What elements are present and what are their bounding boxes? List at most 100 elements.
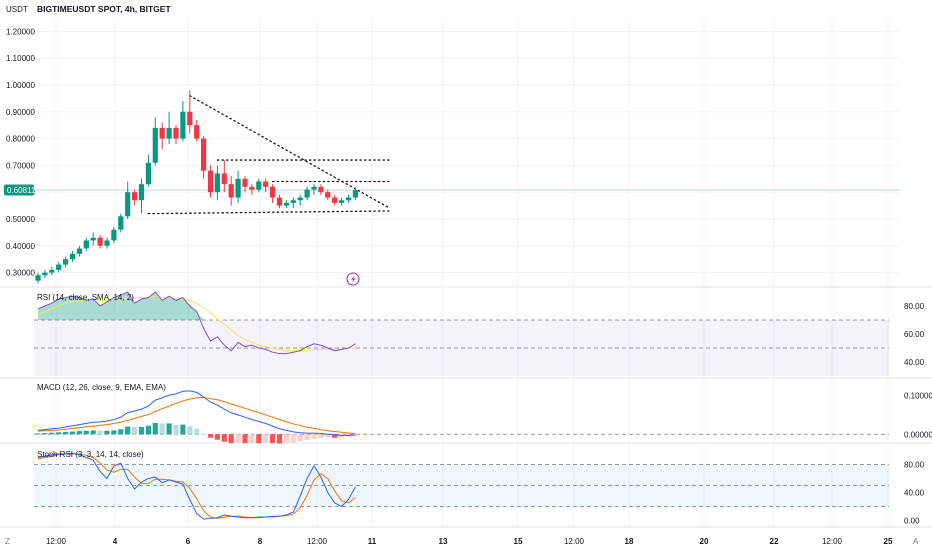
macd-histogram-bar xyxy=(249,434,255,444)
macd-histogram-bar xyxy=(242,434,248,444)
chart-title: BIGTIMEUSDT SPOT, 4h, BITGET xyxy=(37,4,171,14)
price-pane[interactable]: 1.20000 1.10000 1.00000 0.90000 0.80000 0.700… xyxy=(4,27,900,286)
candle-body xyxy=(97,237,103,246)
price-tick-label: 1.00000 xyxy=(6,81,35,90)
macd-pane[interactable]: 0.10000 0.00000 MACD (12, 26, close, 9, E… xyxy=(34,383,932,444)
candle-body xyxy=(221,173,227,185)
candle-body xyxy=(138,184,145,201)
rsi-tick-label: 40.00 xyxy=(904,358,925,367)
macd-histogram-bar xyxy=(125,426,131,435)
rsi-axis: 80.00 60.00 40.00 xyxy=(904,302,925,367)
stoch-rsi-label[interactable]: Stoch RSI (3, 3, 14, 14, close) xyxy=(37,450,144,459)
time-tick-label: 25 xyxy=(884,537,893,546)
macd-line xyxy=(37,390,356,436)
rsi-pane[interactable]: 80.00 60.00 40.00 RSI (14, close, SMA, 14,… xyxy=(34,291,925,376)
candle-body xyxy=(345,197,352,201)
candle-body xyxy=(214,173,220,193)
rsi-tick-label: 60.00 xyxy=(904,330,925,339)
macd-histogram-bar xyxy=(201,433,207,435)
candle-body xyxy=(111,229,117,241)
trendlines[interactable] xyxy=(147,95,391,215)
rsi-line xyxy=(37,291,356,355)
macd-histogram-bar xyxy=(111,430,117,435)
candle-body xyxy=(339,200,345,203)
candle-body xyxy=(276,197,283,206)
auto-scale-button[interactable]: A xyxy=(913,537,919,546)
macd-histogram-bar xyxy=(173,424,179,435)
price-tick-label: 1.10000 xyxy=(6,54,35,63)
macd-histogram-bar xyxy=(235,434,241,444)
time-tick-label: 18 xyxy=(625,537,634,546)
stoch-k-line xyxy=(37,452,356,520)
candle-body xyxy=(290,200,296,203)
macd-histogram-bar xyxy=(145,425,151,435)
macd-histogram-bar xyxy=(187,426,193,435)
candle-body xyxy=(242,178,248,187)
time-tick-label: 12:00 xyxy=(822,537,843,546)
candle-body xyxy=(173,127,179,139)
macd-tick-label: 0.00000 xyxy=(904,430,932,439)
macd-histogram-bar xyxy=(83,430,89,435)
candle-body xyxy=(118,216,124,230)
macd-histogram-bar xyxy=(49,432,55,435)
candle-body xyxy=(132,192,138,201)
candle-body xyxy=(304,189,310,198)
macd-histogram-bar xyxy=(270,434,276,444)
macd-label[interactable]: MACD (12, 26, close, 9, EMA, EMA) xyxy=(37,383,166,392)
candle-body xyxy=(201,138,207,171)
time-tick-label: 20 xyxy=(700,537,709,546)
macd-histogram-bar xyxy=(263,434,269,443)
candle-body xyxy=(187,111,193,126)
lightning-icon[interactable] xyxy=(346,272,360,286)
candle-body xyxy=(159,127,165,139)
candle-body xyxy=(352,190,358,198)
candle-body xyxy=(283,202,289,206)
timezone-button[interactable]: Z xyxy=(5,537,10,546)
macd-histogram-bar xyxy=(318,434,324,439)
time-tick-label: 4 xyxy=(113,537,118,546)
macd-histogram-bar xyxy=(159,423,165,435)
time-tick-label: 8 xyxy=(258,537,263,546)
time-axis[interactable]: 12:00 4 6 8 12:00 11 13 15 12:00 18 20 22 12:00 25 xyxy=(46,537,893,546)
stoch-tick-label: 40.00 xyxy=(904,489,925,498)
macd-histogram-bar xyxy=(152,423,158,435)
time-tick-label: 11 xyxy=(368,537,377,546)
candle-body xyxy=(42,272,48,276)
macd-histogram-bar xyxy=(283,434,289,443)
rsi-label[interactable]: RSI (14, close, SMA, 14, 2) xyxy=(37,293,134,302)
trendline-range-lower xyxy=(147,210,391,215)
macd-histogram-bar xyxy=(42,433,48,435)
macd-histogram-bar xyxy=(166,423,172,435)
macd-histogram-bar xyxy=(56,432,62,435)
price-axis[interactable]: 1.20000 1.10000 1.00000 0.90000 0.80000 0.700… xyxy=(6,27,35,277)
time-tick-label: 22 xyxy=(770,537,779,546)
price-tick-label: 0.90000 xyxy=(6,108,35,117)
macd-histogram-bar xyxy=(325,434,331,438)
trendline-resistance-top xyxy=(189,95,391,209)
stoch-tick-label: 80.00 xyxy=(904,461,925,470)
price-tick-label: 0.80000 xyxy=(6,135,35,144)
candle-body xyxy=(256,181,262,190)
time-tick-label: 15 xyxy=(514,537,523,546)
macd-histogram-bar xyxy=(90,430,96,435)
stoch-d-line xyxy=(37,453,356,519)
currency-label: USDT xyxy=(6,5,28,14)
macd-histogram-bar xyxy=(304,434,310,441)
macd-histogram-bar xyxy=(76,431,82,435)
grid-lines xyxy=(30,18,900,527)
macd-indicator xyxy=(34,390,889,444)
price-tick-label: 0.40000 xyxy=(6,242,35,251)
stoch-rsi-pane[interactable]: 80.00 40.00 0.00 Stoch RSI (3, 3, 14, 14, … xyxy=(34,450,925,526)
macd-axis: 0.10000 0.00000 xyxy=(904,392,932,440)
candle-body xyxy=(325,192,331,198)
price-tick-label: 1.20000 xyxy=(6,27,35,36)
time-tick-label: 12:00 xyxy=(46,537,67,546)
candle-body xyxy=(145,162,151,185)
candle-body xyxy=(76,248,82,254)
macd-histogram-bar xyxy=(180,424,186,435)
rsi-indicator xyxy=(34,291,889,355)
candles[interactable] xyxy=(35,90,358,284)
macd-histogram-bar xyxy=(290,434,296,443)
macd-histogram-bar xyxy=(256,434,262,444)
